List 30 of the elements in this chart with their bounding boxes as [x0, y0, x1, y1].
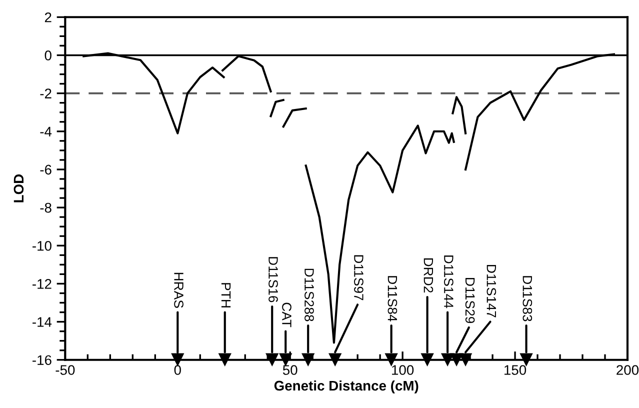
y-axis-title: LOD: [14, 174, 24, 202]
y-tick-label: 0: [44, 50, 52, 60]
x-tick-label: -50: [56, 365, 75, 375]
y-tick-label: -6: [40, 164, 52, 175]
annotation: HRAS: [174, 272, 184, 308]
annotation: D11S288: [304, 268, 314, 322]
annotation: D11S147: [486, 265, 496, 318]
y-tick-label: -8: [40, 202, 52, 213]
annotation: PTH: [221, 283, 231, 308]
annotation: CAT: [282, 302, 292, 328]
x-axis-title: Genetic Distance (cM): [274, 380, 418, 394]
annotation: DRD2: [424, 258, 434, 293]
x-tick-label: 150: [504, 365, 526, 375]
y-tick-label: -14: [32, 317, 52, 327]
y-tick-label: -12: [32, 279, 52, 289]
annotation: D11S16: [268, 257, 278, 302]
annotation: D11S97: [354, 255, 364, 300]
x-tick-label: 0: [174, 365, 181, 375]
x-tick-label: 50: [282, 365, 298, 375]
annotation: D11S84: [388, 276, 398, 322]
annotation: D11S29: [465, 278, 475, 324]
y-tick-label: 2: [44, 12, 52, 22]
y-tick-label: -4: [40, 126, 52, 136]
y-tick-label: -16: [32, 355, 52, 366]
y-tick-label: -2: [40, 88, 52, 98]
y-tick-label: -10: [32, 240, 52, 251]
annotation: D11S144: [444, 255, 454, 308]
x-tick-label: 100: [392, 365, 414, 375]
x-tick-label: 200: [616, 365, 639, 375]
annotation: D11S83: [522, 276, 532, 322]
